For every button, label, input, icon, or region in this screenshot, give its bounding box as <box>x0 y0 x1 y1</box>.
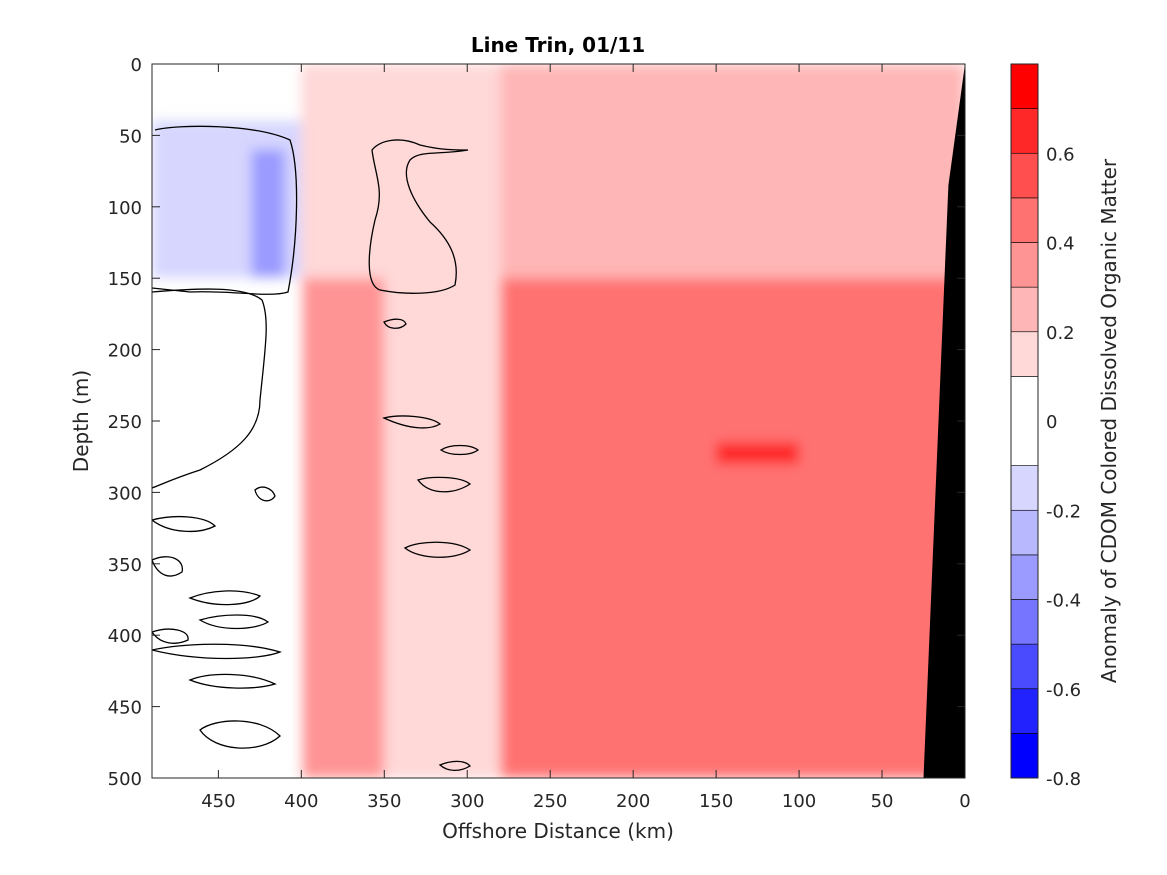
x-tick-label: 350 <box>367 791 401 812</box>
colorbar-tick-label: 0.2 <box>1046 323 1075 344</box>
x-axis: 450 400 350 300 250 200 150 100 50 0 <box>201 64 971 812</box>
region-band-375km <box>301 278 385 778</box>
colorbar-segment <box>1010 108 1039 154</box>
colorbar-segment <box>1010 152 1039 199</box>
colorbar-segment <box>1010 242 1039 288</box>
colorbar-tick-label: -0.4 <box>1046 591 1081 612</box>
contour-field <box>152 64 965 778</box>
colorbar-segment <box>1010 63 1039 109</box>
colorbar-tick-label: 0 <box>1046 412 1057 433</box>
contour-line <box>152 628 189 644</box>
contour-line <box>152 643 282 660</box>
y-tick-label: 250 <box>108 412 142 433</box>
colorbar-segment <box>1010 509 1039 556</box>
y-tick-label: 350 <box>108 555 142 576</box>
colorbar-frame <box>1010 63 1039 779</box>
colorbar-segment <box>1010 376 1039 466</box>
colorbar-tick-label: -0.8 <box>1046 769 1081 790</box>
colorbar-segment <box>1010 599 1039 645</box>
contour-line <box>439 444 480 456</box>
y-axis-label: Depth (m) <box>69 370 93 472</box>
colorbar-label: Anomaly of CDOM Colored Dissolved Organi… <box>1097 158 1121 683</box>
x-tick-label: 250 <box>533 791 567 812</box>
colorbar-segment <box>1010 197 1039 243</box>
colorbar-tick-label: 0.4 <box>1046 234 1075 255</box>
seafloor-bathymetry <box>923 64 965 778</box>
y-tick-label: 100 <box>108 198 142 219</box>
region-near-deep-max <box>716 442 800 464</box>
contour-line <box>188 673 277 689</box>
region-mid-upper-positive <box>301 64 501 279</box>
contour-line <box>403 541 472 558</box>
region-near-upper-positive <box>500 64 965 279</box>
region-near-deep <box>500 278 965 778</box>
x-tick-label: 400 <box>284 791 318 812</box>
contour-line <box>416 476 472 493</box>
x-tick-label: 300 <box>450 791 484 812</box>
colorbar-segment <box>1010 688 1039 734</box>
x-tick-label: 200 <box>616 791 650 812</box>
chart-title: Line Trin, 01/11 <box>471 33 645 57</box>
contour-line <box>188 590 262 606</box>
y-tick-label: 400 <box>108 626 142 647</box>
x-tick-label: 450 <box>201 791 235 812</box>
x-tick-label: 100 <box>782 791 816 812</box>
y-tick-label: 300 <box>108 483 142 504</box>
contour-line <box>368 139 469 294</box>
contour-line <box>152 288 267 489</box>
colorbar-ticks: 0.6 0.4 0.2 0 -0.2 -0.4 -0.6 -0.8 <box>1046 144 1081 790</box>
colorbar-tick-label: 0.6 <box>1046 144 1075 165</box>
y-tick-label: 500 <box>108 769 142 790</box>
region-offshore-upper-core <box>251 149 285 279</box>
y-tick-label: 200 <box>108 341 142 362</box>
colorbar <box>1010 63 1039 779</box>
colorbar-segment <box>1010 554 1039 600</box>
contour-line <box>383 318 407 329</box>
region-offshore-deep <box>152 278 302 778</box>
x-tick-label: 150 <box>699 791 733 812</box>
colorbar-tick-label: -0.2 <box>1046 501 1081 522</box>
region-mid-deep <box>384 278 501 778</box>
x-tick-label: 50 <box>871 791 894 812</box>
colorbar-tick-label: -0.6 <box>1046 680 1081 701</box>
y-axis: 0 50 100 150 200 250 300 350 400 450 500 <box>108 55 965 790</box>
y-tick-label: 150 <box>108 269 142 290</box>
contour-lines <box>152 125 480 772</box>
colorbar-segment <box>1010 465 1039 511</box>
x-tick-label: 0 <box>959 791 970 812</box>
contour-line <box>382 415 442 429</box>
contour-line <box>152 516 217 533</box>
colorbar-segment <box>1010 733 1039 779</box>
contour-line <box>254 486 276 502</box>
contour-line <box>438 760 471 772</box>
contour-line <box>152 556 183 577</box>
contour-line <box>198 614 270 630</box>
y-tick-label: 450 <box>108 698 142 719</box>
y-tick-label: 50 <box>119 126 142 147</box>
colorbar-segment <box>1010 286 1039 333</box>
colorbar-segment <box>1010 331 1039 377</box>
y-tick-label: 0 <box>131 55 142 76</box>
colorbar-segment <box>1010 643 1039 690</box>
contour-line <box>199 720 281 749</box>
x-axis-label: Offshore Distance (km) <box>442 819 674 843</box>
